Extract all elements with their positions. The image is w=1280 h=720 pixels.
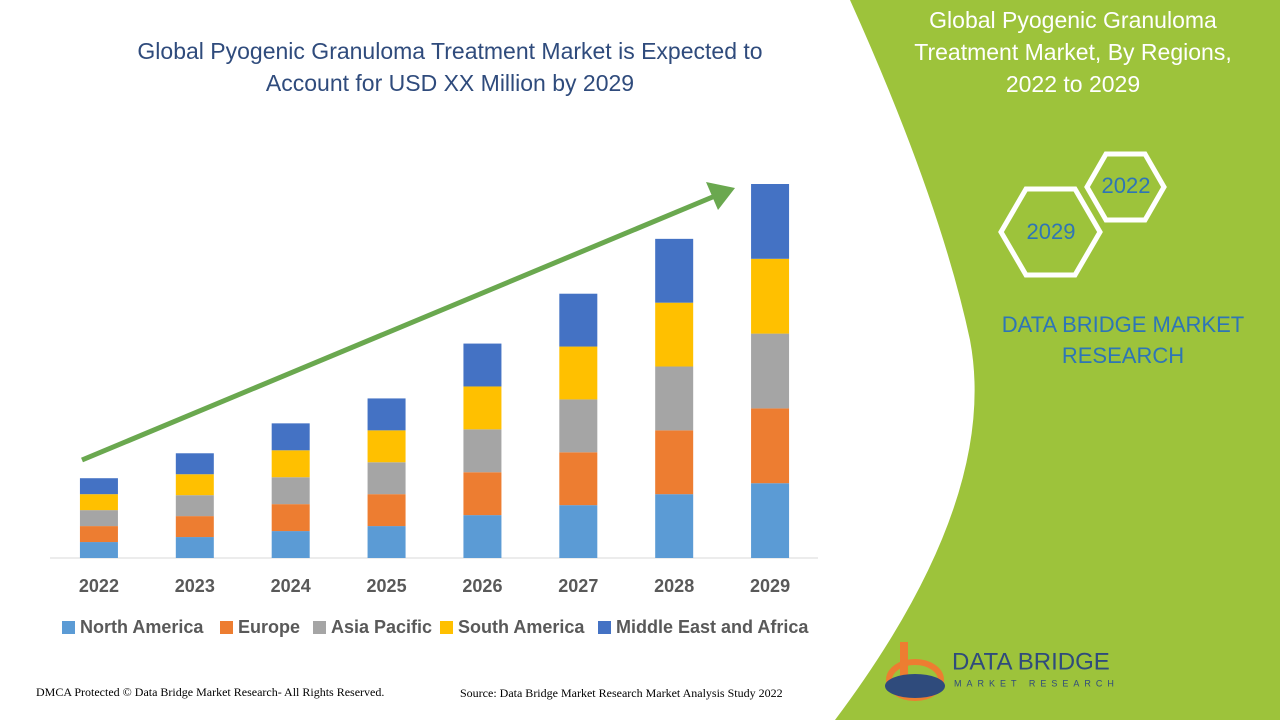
bar-segment xyxy=(367,526,406,558)
logo: DATA BRIDGE MARKET RESEARCH xyxy=(885,642,1119,701)
bar-segment xyxy=(655,494,694,558)
brand-text: RESEARCH xyxy=(1062,343,1184,368)
green-panel xyxy=(835,0,1280,720)
bar-segment xyxy=(175,516,214,538)
trend-arrow-head xyxy=(706,182,735,210)
logo-tagline: MARKET RESEARCH xyxy=(954,678,1119,688)
x-tick-label: 2025 xyxy=(367,576,407,596)
bar-segment xyxy=(79,478,118,495)
bar-segment xyxy=(751,258,790,334)
brand-text: DATA BRIDGE MARKET xyxy=(1002,312,1244,337)
legend-label: South America xyxy=(458,617,585,637)
bar-segment xyxy=(463,343,502,387)
legend-swatch xyxy=(313,621,326,634)
bar-segment xyxy=(271,450,310,478)
x-tick-label: 2022 xyxy=(79,576,119,596)
bar-segment xyxy=(175,495,214,517)
bar-segment xyxy=(79,494,118,511)
bar-segment xyxy=(559,293,598,347)
x-tick-label: 2026 xyxy=(462,576,502,596)
x-tick-label: 2029 xyxy=(750,576,790,596)
bar-segment xyxy=(655,366,694,431)
bar-segment xyxy=(463,429,502,473)
bar-segment xyxy=(79,542,118,558)
logo-name: DATA BRIDGE xyxy=(952,648,1110,675)
hexagon xyxy=(998,186,1103,278)
chart-title: Account for USD XX Million by 2029 xyxy=(266,70,634,96)
legend-swatch xyxy=(220,621,233,634)
bar-segment xyxy=(175,474,214,496)
x-tick-label: 2024 xyxy=(271,576,311,596)
x-tick-label: 2027 xyxy=(558,576,598,596)
bar-segment xyxy=(271,477,310,505)
bar-segment xyxy=(463,515,502,558)
legend-label: Middle East and Africa xyxy=(616,617,809,637)
legend-swatch xyxy=(62,621,75,634)
bar-segment xyxy=(655,238,694,303)
hexagon-label: 2029 xyxy=(1027,219,1076,244)
bar-segment xyxy=(175,537,214,558)
x-tick-label: 2023 xyxy=(175,576,215,596)
logo-mark xyxy=(885,674,945,698)
bar-segment xyxy=(175,453,214,475)
bar-segment xyxy=(367,398,406,431)
bar-segment xyxy=(655,430,694,495)
chart-title: Global Pyogenic Granuloma Treatment Mark… xyxy=(137,38,762,64)
bar-segment xyxy=(559,346,598,400)
panel-title: Global Pyogenic Granuloma xyxy=(929,7,1217,33)
legend-label: Europe xyxy=(238,617,300,637)
legend-swatch xyxy=(440,621,453,634)
trend-arrow xyxy=(81,193,716,463)
footer-left: DMCA Protected © Data Bridge Market Rese… xyxy=(36,685,384,699)
bar-segment xyxy=(751,408,790,484)
bar-segment xyxy=(751,483,790,558)
hexagon-label: 2022 xyxy=(1102,173,1151,198)
logo-mark xyxy=(900,642,908,692)
bar-segment xyxy=(79,510,118,527)
bar-segment xyxy=(271,423,310,451)
bar-segment xyxy=(559,452,598,506)
legend-label: North America xyxy=(80,617,204,637)
panel-title: 2022 to 2029 xyxy=(1006,71,1140,97)
bar-segment xyxy=(271,531,310,558)
bar-segment xyxy=(463,386,502,430)
bar-segment xyxy=(463,472,502,516)
x-tick-label: 2028 xyxy=(654,576,694,596)
bar-segment xyxy=(559,399,598,453)
footer-right: Source: Data Bridge Market Research Mark… xyxy=(460,686,783,700)
legend-label: Asia Pacific xyxy=(331,617,432,637)
bar-segment xyxy=(367,462,406,495)
bar-segment xyxy=(367,430,406,463)
bar-segment xyxy=(271,504,310,532)
legend-swatch xyxy=(598,621,611,634)
bar-segment xyxy=(751,333,790,409)
bar-segment xyxy=(79,526,118,543)
bar-segment xyxy=(655,302,694,367)
bar-segment xyxy=(367,494,406,527)
hexagon xyxy=(1084,151,1167,223)
bar-segment xyxy=(559,505,598,558)
plot xyxy=(79,184,790,558)
bar-segment xyxy=(751,184,790,259)
panel-title: Treatment Market, By Regions, xyxy=(914,39,1231,65)
